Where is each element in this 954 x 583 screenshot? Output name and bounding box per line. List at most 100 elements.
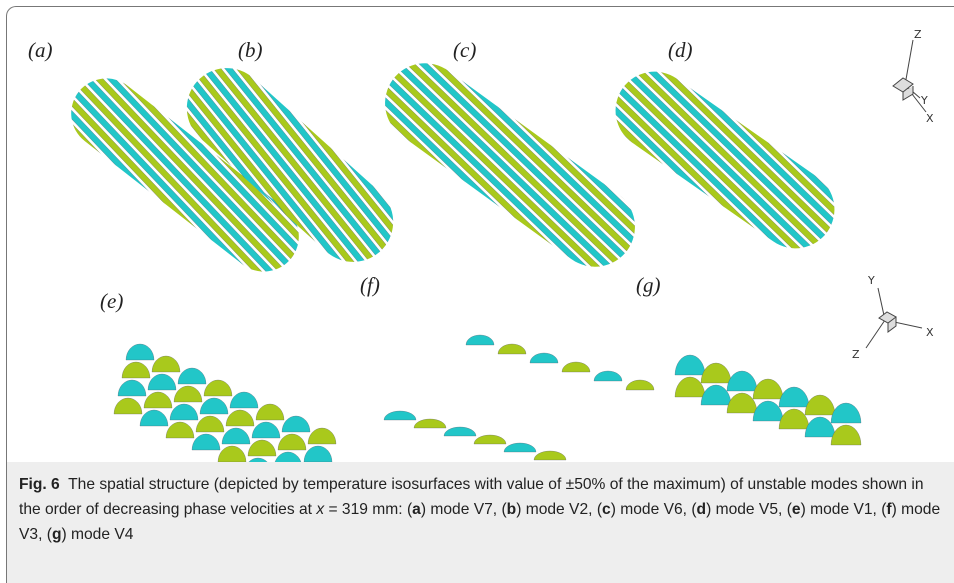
panel-label: (f): [360, 273, 380, 297]
axis-label: Z: [914, 28, 922, 41]
axis-label: Z: [852, 348, 860, 361]
panel-label: (a): [28, 38, 53, 62]
caption-item-after: ) mode V6,: [610, 501, 687, 518]
isosurface-blob: [674, 354, 706, 376]
isosurface-blob: [203, 379, 233, 397]
isosurface-blob: [151, 355, 181, 373]
isosurface-blob: [778, 408, 810, 430]
isosurface-blob: [173, 385, 203, 403]
caption-item-letter: f: [886, 501, 892, 518]
isosurface-blob: [503, 442, 537, 453]
isosurface-blob: [247, 439, 277, 457]
isosurface-blob: [778, 386, 810, 408]
panel-label: (c): [453, 38, 476, 62]
isosurface-blob: [199, 397, 229, 415]
isosurface-blob: [191, 433, 221, 451]
caption-item-after: ) mode V5,: [706, 501, 783, 518]
caption-item-letter: c: [602, 501, 611, 518]
isosurface-tube: [170, 51, 410, 279]
isosurface-blob: [383, 410, 417, 421]
isosurface-blob: [529, 352, 559, 364]
isosurface-blob: [147, 373, 177, 391]
isosurface-blob: [804, 416, 836, 438]
figure: (a) (b) (c) (d) (e) (f) (g) Z Y X Y X Z: [28, 28, 934, 462]
panel-label: (b): [238, 38, 263, 62]
isosurface-blob: [177, 367, 207, 385]
isosurface-blob: [225, 409, 255, 427]
isosurface-blob: [561, 361, 591, 373]
isosurface-band: [57, 148, 223, 286]
caption: Fig. 6 The spatial structure (depicted b…: [19, 472, 944, 547]
isosurface-blob: [195, 415, 225, 433]
isosurface-blob: [113, 397, 143, 415]
axis-label: Y: [920, 94, 928, 107]
isosurface-blob: [121, 361, 151, 379]
isosurface-blob: [277, 433, 307, 451]
caption-item-before: (: [881, 501, 887, 518]
caption-item-before: (: [406, 501, 413, 518]
isosurface-blob: [674, 376, 706, 398]
isosurface-blob: [169, 403, 199, 421]
isosurface-blob: [700, 384, 732, 406]
isosurface-tube: [369, 47, 651, 283]
isosurface-blob: [533, 450, 567, 461]
axis-label: X: [926, 112, 934, 125]
isosurface-blob: [830, 424, 862, 446]
isosurface-band: [80, 84, 273, 286]
isosurface-blob: [248, 457, 268, 462]
caption-item-before: (: [46, 526, 52, 543]
caption-item-letter: g: [51, 526, 62, 543]
caption-item-after: ) mode V1,: [800, 501, 877, 518]
isosurface-band: [85, 77, 279, 281]
caption-item-after: ) mode V2,: [516, 501, 593, 518]
isosurface-blob: [726, 392, 758, 414]
isosurface-blob: [221, 427, 251, 445]
isosurface-blob: [700, 362, 732, 384]
isosurface-blob: [307, 427, 337, 445]
caption-item-before: (: [501, 501, 507, 518]
isosurface-blob: [830, 402, 862, 424]
isosurface-blob: [593, 370, 623, 382]
isosurface-band: [57, 155, 218, 286]
isosurface-blob: [726, 370, 758, 392]
isosurface-blob: [117, 379, 147, 397]
isosurface-blob: [255, 403, 285, 421]
axis-triad: [865, 39, 927, 349]
caption-item-before: (: [691, 501, 697, 518]
isosurface-blob: [413, 418, 447, 429]
caption-label: Fig. 6: [19, 476, 60, 493]
isosurface-blob: [139, 409, 169, 427]
isosurface-blob: [274, 451, 302, 462]
panel-label: (d): [668, 38, 693, 62]
isosurface-blob: [625, 379, 655, 391]
caption-variable: x: [316, 501, 325, 518]
isosurface-blob: [217, 445, 247, 462]
isosurface-blob: [229, 391, 259, 409]
isosurface-blob: [281, 415, 311, 433]
caption-item-before: (: [786, 501, 792, 518]
isosurface-band: [91, 70, 284, 274]
isosurface-blob: [443, 426, 477, 437]
caption-item-after: ) mode V7,: [420, 501, 498, 518]
isosurface-tube: [600, 56, 850, 264]
caption-text: The spatial structure (depicted by tempe…: [19, 476, 924, 518]
isosurface-blob: [752, 378, 784, 400]
caption-item-before: (: [596, 501, 603, 518]
caption-item-letter: b: [506, 501, 517, 518]
caption-item-letter: e: [791, 501, 801, 518]
caption-item-letter: d: [696, 501, 707, 518]
isosurface-blob: [465, 334, 495, 346]
panel-label: (g): [636, 273, 661, 297]
isosurface-blob: [303, 445, 333, 462]
panel-label: (e): [100, 289, 123, 313]
caption-items: (a) mode V7, (b) mode V2, (c) mode V6, (…: [19, 501, 940, 543]
figure-frame: [6, 6, 954, 583]
isosurface-blob: [752, 400, 784, 422]
caption-item-letter: a: [412, 501, 421, 518]
caption-item-after: ) mode V4: [61, 526, 134, 543]
axis-label: X: [926, 326, 934, 339]
caption-box: Fig. 6 The spatial structure (depicted b…: [7, 462, 954, 583]
isosurface-blob: [143, 391, 173, 409]
isosurface-blob: [251, 421, 281, 439]
